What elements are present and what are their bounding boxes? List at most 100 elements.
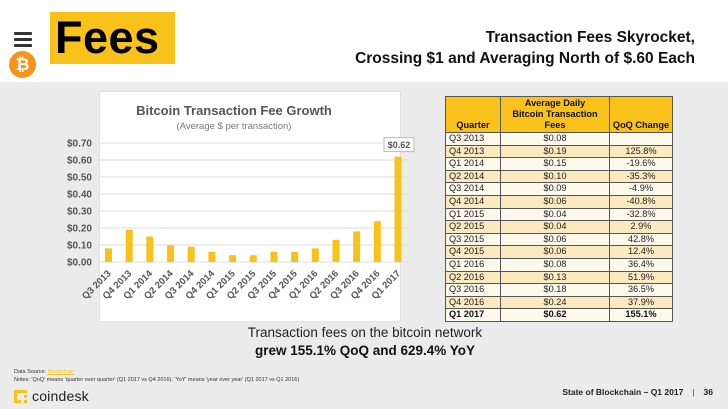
cell-qoq: 125.8% <box>609 144 673 159</box>
cell-fee: $0.19 <box>500 144 610 159</box>
chart-subtitle: (Average $ per transaction) <box>176 121 292 132</box>
cell-fee: $0.15 <box>500 157 610 171</box>
chart-title: Bitcoin Transaction Fee Growth <box>136 103 332 118</box>
cell-qoq: 155.1% <box>609 308 673 322</box>
cell-fee: $0.08 <box>500 132 610 146</box>
cell-fee: $0.04 <box>500 207 610 222</box>
header-quarter: Quarter <box>445 96 501 133</box>
bar <box>229 255 237 262</box>
cell-fee: $0.09 <box>500 182 610 196</box>
footer-page-info: State of Blockchain – Q1 2017 | 36 <box>562 387 713 397</box>
bar <box>208 251 216 262</box>
cell-quarter: Q2 2015 <box>445 220 501 234</box>
source-link[interactable]: Blockchain <box>47 369 75 375</box>
cell-qoq: 2.9% <box>609 220 673 234</box>
cell-qoq: 51.9% <box>609 270 673 285</box>
y-tick-label: $0.10 <box>67 241 92 252</box>
coindesk-mark-icon <box>14 389 27 403</box>
cell-quarter: Q3 2016 <box>445 283 501 297</box>
table-header-row: Quarter Average Daily Bitcoin Transactio… <box>445 96 673 133</box>
y-tick-label: $0.60 <box>67 156 92 167</box>
cell-qoq: -4.9% <box>609 182 673 196</box>
bar <box>105 248 112 262</box>
section-title: Fees <box>55 12 160 63</box>
section-title-box: Fees <box>50 12 175 64</box>
cell-qoq: 36.4% <box>609 257 673 272</box>
data-label-box <box>383 137 415 153</box>
report-title: State of Blockchain – Q1 2017 <box>562 387 684 397</box>
bar <box>167 245 175 262</box>
y-tick-label: $0.20 <box>67 224 92 235</box>
bar <box>249 255 257 262</box>
cell-quarter: Q1 2014 <box>445 157 501 171</box>
headline-line-2: Crossing $1 and Averaging North of $.60 … <box>355 50 695 67</box>
summary-line-1: Transaction fees on the bitcoin network <box>247 325 483 340</box>
source-label: Data Source: <box>14 369 48 375</box>
y-tick-label: $0.40 <box>67 190 92 201</box>
chart-panel <box>99 91 401 322</box>
cell-fee: $0.06 <box>500 245 610 259</box>
header-qoq: QoQ Change <box>609 96 673 133</box>
cell-fee: $0.18 <box>500 283 610 297</box>
cell-quarter: Q1 2017 <box>445 308 501 322</box>
table-row: Q1 2014 $0.15 -19.6% <box>445 157 673 171</box>
cell-qoq: -40.8% <box>609 194 673 209</box>
summary-line-2: grew 155.1% QoQ and 629.4% YoY <box>254 343 476 358</box>
table-row: Q2 2016 $0.13 51.9% <box>445 270 673 285</box>
header-fees: Average Daily Bitcoin Transaction Fees <box>500 96 610 133</box>
bar <box>373 221 381 262</box>
table-row: Q1 2016 $0.08 36.4% <box>445 257 673 272</box>
table-row: Q4 2015 $0.06 12.4% <box>445 245 673 259</box>
cell-qoq: 37.9% <box>609 295 673 310</box>
y-tick-label: $0.70 <box>67 139 92 150</box>
y-tick-label: $0.00 <box>67 258 92 269</box>
table-row: Q2 2014 $0.10 -35.3% <box>445 169 673 184</box>
notes-text: Notes: 'QoQ' means 'quarter over quarter… <box>14 376 300 383</box>
cell-quarter: Q4 2014 <box>445 194 501 209</box>
cell-qoq: 42.8% <box>609 232 673 247</box>
header-fees-line-2: Bitcoin Transaction Fees <box>512 109 598 130</box>
cell-fee: $0.62 <box>500 308 610 322</box>
cell-qoq <box>609 132 673 146</box>
cell-fee: $0.06 <box>500 232 610 247</box>
cell-quarter: Q3 2015 <box>445 232 501 247</box>
bar <box>332 239 340 262</box>
bar-chart: $0.00 $0.10 $0.20 $0.30 $0.40 $0.50 $0.60 $0.70… <box>67 137 415 302</box>
data-source: Data Source: Blockchain <box>14 369 299 377</box>
cell-fee: $0.24 <box>500 295 610 310</box>
table-row: Q1 2015 $0.04 -32.8% <box>445 207 673 222</box>
source-notes: Data Source: Blockchain Notes: 'QoQ' mea… <box>14 369 299 384</box>
cell-quarter: Q3 2014 <box>445 182 501 196</box>
cell-qoq: -32.8% <box>609 207 673 222</box>
header-bar: ₿ Fees Transaction Fees Skyrocket, Cross… <box>0 0 728 82</box>
cell-quarter: Q4 2013 <box>445 144 501 159</box>
header-fees-line-1: Average Daily <box>524 98 586 108</box>
fee-table: Quarter Average Daily Bitcoin Transactio… <box>445 96 673 322</box>
table-row: Q3 2014 $0.09 -4.9% <box>445 182 673 196</box>
cell-quarter: Q4 2016 <box>445 295 501 310</box>
cell-qoq: 12.4% <box>609 245 673 259</box>
coindesk-logo: coindesk <box>14 387 89 405</box>
cell-quarter: Q2 2014 <box>445 169 501 184</box>
bar <box>291 251 299 262</box>
table-row: Q1 2017 $0.62 155.1% <box>445 308 673 322</box>
coindesk-wordmark: coindesk <box>32 388 89 404</box>
cell-quarter: Q2 2016 <box>445 270 501 285</box>
bar <box>187 246 195 262</box>
bar <box>353 231 361 262</box>
y-tick-label: $0.50 <box>67 173 92 184</box>
slide-headline: Transaction Fees Skyrocket, Crossing $1 … <box>355 27 695 69</box>
page-number: 36 <box>703 387 713 397</box>
bar <box>311 248 319 262</box>
data-label: $0.62 <box>388 140 411 150</box>
table-row: Q3 2015 $0.06 42.8% <box>445 232 673 247</box>
cell-fee: $0.13 <box>500 270 610 285</box>
cell-fee: $0.08 <box>500 257 610 272</box>
cell-fee: $0.10 <box>500 169 610 184</box>
table-row: Q4 2013 $0.19 125.8% <box>445 144 673 159</box>
cell-quarter: Q3 2013 <box>445 132 501 146</box>
cell-qoq: -19.6% <box>609 157 673 171</box>
cell-qoq: -35.3% <box>609 169 673 184</box>
table-row: Q4 2016 $0.24 37.9% <box>445 295 673 310</box>
hamburger-menu-icon[interactable] <box>14 32 32 47</box>
